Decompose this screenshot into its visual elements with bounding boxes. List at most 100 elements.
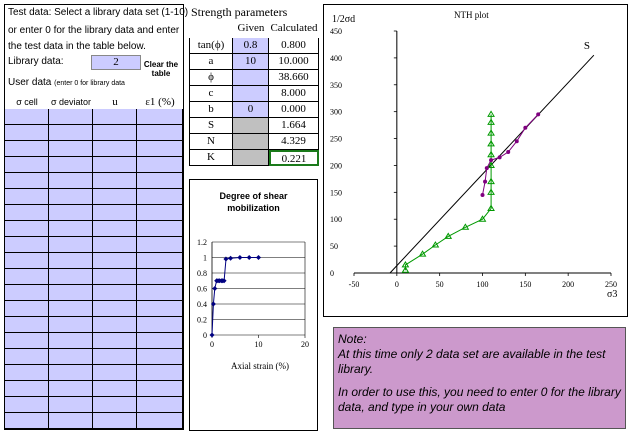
grid-cell[interactable] bbox=[93, 221, 137, 237]
grid-cell[interactable] bbox=[93, 141, 137, 157]
strength-parameters-table: Strength parameters Given Calculated tan… bbox=[189, 4, 319, 174]
user-data-grid[interactable] bbox=[5, 109, 183, 429]
grid-cell[interactable] bbox=[5, 269, 49, 285]
grid-cell[interactable] bbox=[93, 333, 137, 349]
grid-cell[interactable] bbox=[5, 381, 49, 397]
grid-cell[interactable] bbox=[49, 301, 93, 317]
grid-cell[interactable] bbox=[49, 285, 93, 301]
strength-given-cell[interactable]: 0 bbox=[233, 102, 269, 118]
grid-cell[interactable] bbox=[137, 189, 183, 205]
grid-cell[interactable] bbox=[137, 125, 183, 141]
strength-given-cell[interactable] bbox=[233, 86, 269, 102]
grid-cell[interactable] bbox=[93, 285, 137, 301]
grid-cell[interactable] bbox=[137, 269, 183, 285]
grid-cell[interactable] bbox=[49, 189, 93, 205]
clear-table-button[interactable]: Clear the table bbox=[143, 60, 179, 78]
grid-cell[interactable] bbox=[5, 141, 49, 157]
grid-cell[interactable] bbox=[5, 301, 49, 317]
nth-purple-point bbox=[480, 193, 485, 198]
grid-cell[interactable] bbox=[5, 253, 49, 269]
grid-cell[interactable] bbox=[5, 349, 49, 365]
grid-cell[interactable] bbox=[49, 125, 93, 141]
grid-cell[interactable] bbox=[93, 173, 137, 189]
grid-cell[interactable] bbox=[137, 333, 183, 349]
grid-cell[interactable] bbox=[5, 397, 49, 413]
grid-cell[interactable] bbox=[49, 173, 93, 189]
grid-cell[interactable] bbox=[5, 157, 49, 173]
grid-cell[interactable] bbox=[49, 109, 93, 125]
grid-cell[interactable] bbox=[49, 253, 93, 269]
grid-cell[interactable] bbox=[5, 317, 49, 333]
grid-cell[interactable] bbox=[5, 109, 49, 125]
grid-cell[interactable] bbox=[49, 221, 93, 237]
strength-given-cell[interactable]: 0.8 bbox=[233, 38, 269, 54]
grid-cell[interactable] bbox=[5, 205, 49, 221]
grid-cell[interactable] bbox=[137, 285, 183, 301]
grid-cell[interactable] bbox=[49, 141, 93, 157]
grid-cell[interactable] bbox=[93, 301, 137, 317]
grid-cell[interactable] bbox=[137, 397, 183, 413]
grid-cell[interactable] bbox=[49, 349, 93, 365]
nth-plot-chart: NTH plot 1/2σd 0 50 100 150 200 250 300 350 400 4… bbox=[323, 4, 628, 317]
grid-cell[interactable] bbox=[137, 253, 183, 269]
grid-cell[interactable] bbox=[49, 269, 93, 285]
grid-cell[interactable] bbox=[5, 333, 49, 349]
strength-given-cell[interactable] bbox=[233, 118, 269, 134]
grid-cell[interactable] bbox=[93, 237, 137, 253]
grid-cell[interactable] bbox=[93, 413, 137, 429]
grid-cell[interactable] bbox=[49, 157, 93, 173]
grid-cell[interactable] bbox=[49, 413, 93, 429]
grid-cell[interactable] bbox=[49, 397, 93, 413]
grid-cell[interactable] bbox=[137, 349, 183, 365]
grid-cell[interactable] bbox=[93, 365, 137, 381]
grid-cell[interactable] bbox=[49, 237, 93, 253]
grid-cell[interactable] bbox=[137, 413, 183, 429]
grid-cell[interactable] bbox=[93, 157, 137, 173]
grid-cell[interactable] bbox=[137, 141, 183, 157]
grid-cell[interactable] bbox=[137, 157, 183, 173]
grid-cell[interactable] bbox=[93, 205, 137, 221]
grid-cell[interactable] bbox=[49, 317, 93, 333]
grid-cell[interactable] bbox=[93, 109, 137, 125]
grid-cell[interactable] bbox=[93, 317, 137, 333]
grid-cell[interactable] bbox=[137, 173, 183, 189]
nth-green-point bbox=[401, 260, 410, 268]
grid-cell[interactable] bbox=[93, 189, 137, 205]
grid-cell[interactable] bbox=[137, 381, 183, 397]
grid-cell[interactable] bbox=[137, 109, 183, 125]
strength-given-cell[interactable]: 10 bbox=[233, 54, 269, 70]
grid-cell[interactable] bbox=[49, 381, 93, 397]
grid-cell[interactable] bbox=[137, 237, 183, 253]
grid-cell[interactable] bbox=[5, 237, 49, 253]
strength-given-cell[interactable] bbox=[233, 150, 269, 166]
grid-cell[interactable] bbox=[5, 285, 49, 301]
grid-cell[interactable] bbox=[137, 317, 183, 333]
library-data-input[interactable]: 2 bbox=[91, 55, 141, 70]
nth-y-tick: 450 bbox=[330, 27, 342, 36]
grid-cell[interactable] bbox=[5, 125, 49, 141]
grid-cell[interactable] bbox=[49, 333, 93, 349]
strength-given-cell[interactable] bbox=[233, 70, 269, 86]
grid-cell[interactable] bbox=[49, 205, 93, 221]
strength-given-cell[interactable] bbox=[233, 134, 269, 150]
calculated-header: Calculated bbox=[270, 22, 318, 34]
user-data-label: User data (enter 0 for library data bbox=[8, 77, 125, 88]
grid-cell[interactable] bbox=[137, 205, 183, 221]
grid-cell[interactable] bbox=[93, 397, 137, 413]
grid-cell[interactable] bbox=[93, 253, 137, 269]
grid-cell[interactable] bbox=[5, 413, 49, 429]
grid-cell[interactable] bbox=[93, 349, 137, 365]
grid-cell[interactable] bbox=[5, 221, 49, 237]
grid-cell[interactable] bbox=[137, 365, 183, 381]
shear-data-point bbox=[256, 255, 261, 260]
nth-x-tick: 150 bbox=[519, 280, 531, 289]
grid-cell[interactable] bbox=[5, 173, 49, 189]
grid-cell[interactable] bbox=[5, 189, 49, 205]
grid-cell[interactable] bbox=[93, 269, 137, 285]
grid-cell[interactable] bbox=[49, 365, 93, 381]
grid-cell[interactable] bbox=[137, 301, 183, 317]
grid-cell[interactable] bbox=[5, 365, 49, 381]
grid-cell[interactable] bbox=[93, 381, 137, 397]
grid-cell[interactable] bbox=[93, 125, 137, 141]
grid-cell[interactable] bbox=[137, 221, 183, 237]
